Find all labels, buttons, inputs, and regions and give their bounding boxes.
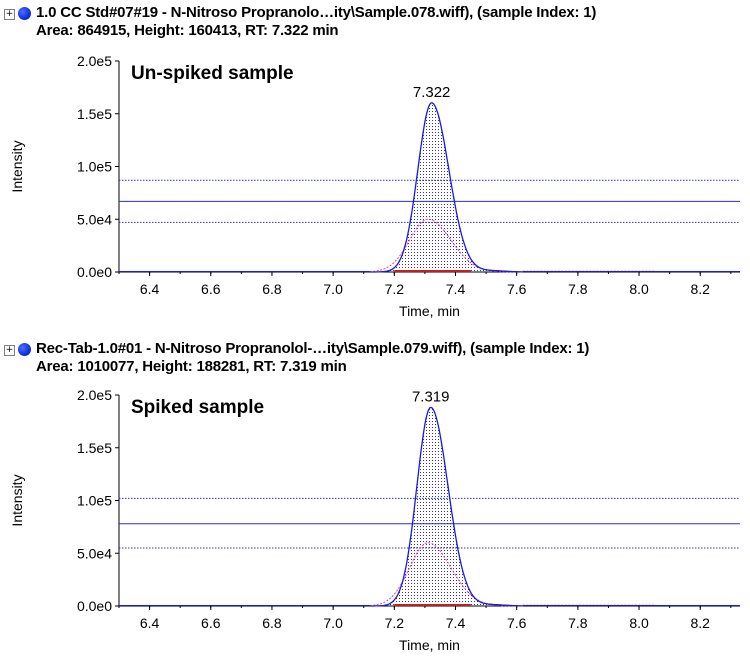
x-tick-label: 7.6 — [507, 281, 527, 297]
sample-title: 1.0 CC Std#07#19 - N-Nitroso Propranolo…… — [36, 4, 597, 21]
x-tick-label: 8.2 — [690, 615, 710, 631]
y-tick-label: 1.5e5 — [77, 106, 112, 122]
sample-title: Rec-Tab-1.0#01 - N-Nitroso Propranolol-…… — [36, 340, 590, 357]
x-tick-label: 6.4 — [140, 281, 160, 297]
secondary-trace — [369, 542, 523, 607]
secondary-trace — [369, 218, 523, 273]
x-tick-label: 8.0 — [629, 281, 649, 297]
y-tick-label: 2.0e5 — [77, 387, 112, 403]
y-axis-label: Intensity — [9, 140, 25, 192]
chromatogram-panel-1: + 1.0 CC Std#07#19 - N-Nitroso Propranol… — [0, 0, 750, 333]
x-tick-label: 6.8 — [262, 281, 282, 297]
main-trace — [369, 102, 523, 273]
y-axis-label: Intensity — [9, 474, 25, 526]
main-trace — [369, 406, 523, 607]
expand-toggle-icon[interactable]: + — [4, 9, 15, 20]
x-tick-label: 6.6 — [201, 281, 221, 297]
y-tick-label: 1.0e5 — [77, 493, 112, 509]
sample-status-dot-icon — [18, 7, 31, 20]
x-tick-label: 7.8 — [568, 281, 588, 297]
peak-area-fill — [369, 102, 523, 273]
chromatogram-panel-2: + Rec-Tab-1.0#01 - N-Nitroso Propranolol… — [0, 334, 750, 667]
sample-annotation: Spiked sample — [131, 397, 264, 418]
y-tick-label: 2.0e5 — [77, 53, 112, 69]
x-axis-label: Time, min — [399, 637, 460, 653]
x-tick-label: 6.4 — [140, 615, 160, 631]
peak-stats: Area: 1010077, Height: 188281, RT: 7.319… — [36, 358, 347, 375]
x-tick-label: 7.4 — [446, 281, 466, 297]
x-tick-label: 7.8 — [568, 615, 588, 631]
x-tick-label: 7.0 — [323, 615, 343, 631]
axes: 0.0e0 5.0e4 1.0e5 1.5e5 2.0e5 6.4 6.6 6.8 7.0 7.2… — [77, 53, 740, 297]
y-tick-label: 1.0e5 — [77, 159, 112, 175]
y-tick-label: 5.0e4 — [77, 545, 112, 561]
y-tick-label: 5.0e4 — [77, 211, 112, 227]
x-tick-label: 6.8 — [262, 615, 282, 631]
expand-toggle-icon[interactable]: + — [4, 345, 15, 356]
x-tick-label: 8.0 — [629, 615, 649, 631]
x-tick-label: 7.2 — [385, 281, 405, 297]
x-tick-label: 7.4 — [446, 615, 466, 631]
y-tick-label: 0.0e0 — [77, 264, 112, 280]
x-tick-label: 7.2 — [385, 615, 405, 631]
y-tick-label: 1.5e5 — [77, 440, 112, 456]
x-tick-label: 7.0 — [323, 281, 343, 297]
y-tick-label: 0.0e0 — [77, 598, 112, 614]
peak-area-fill — [369, 407, 523, 606]
chromatogram-chart: 0.0e0 5.0e4 1.0e5 1.5e5 2.0e5 6.4 6.6 6.8 7.0 7.2… — [9, 53, 740, 319]
x-tick-label: 8.2 — [690, 281, 710, 297]
x-tick-label: 7.6 — [507, 615, 527, 631]
sample-status-dot-icon — [18, 343, 31, 356]
peak-rt-label: 7.319 — [412, 388, 450, 405]
sample-annotation: Un-spiked sample — [131, 63, 294, 84]
peak-stats: Area: 864915, Height: 160413, RT: 7.322 … — [36, 22, 339, 39]
chromatogram-chart: 0.0e0 5.0e4 1.0e5 1.5e5 2.0e5 6.4 6.6 6.8 7.0 7.2… — [9, 387, 740, 653]
x-axis-label: Time, min — [399, 303, 460, 319]
x-tick-label: 6.6 — [201, 615, 221, 631]
peak-rt-label: 7.322 — [413, 84, 451, 101]
